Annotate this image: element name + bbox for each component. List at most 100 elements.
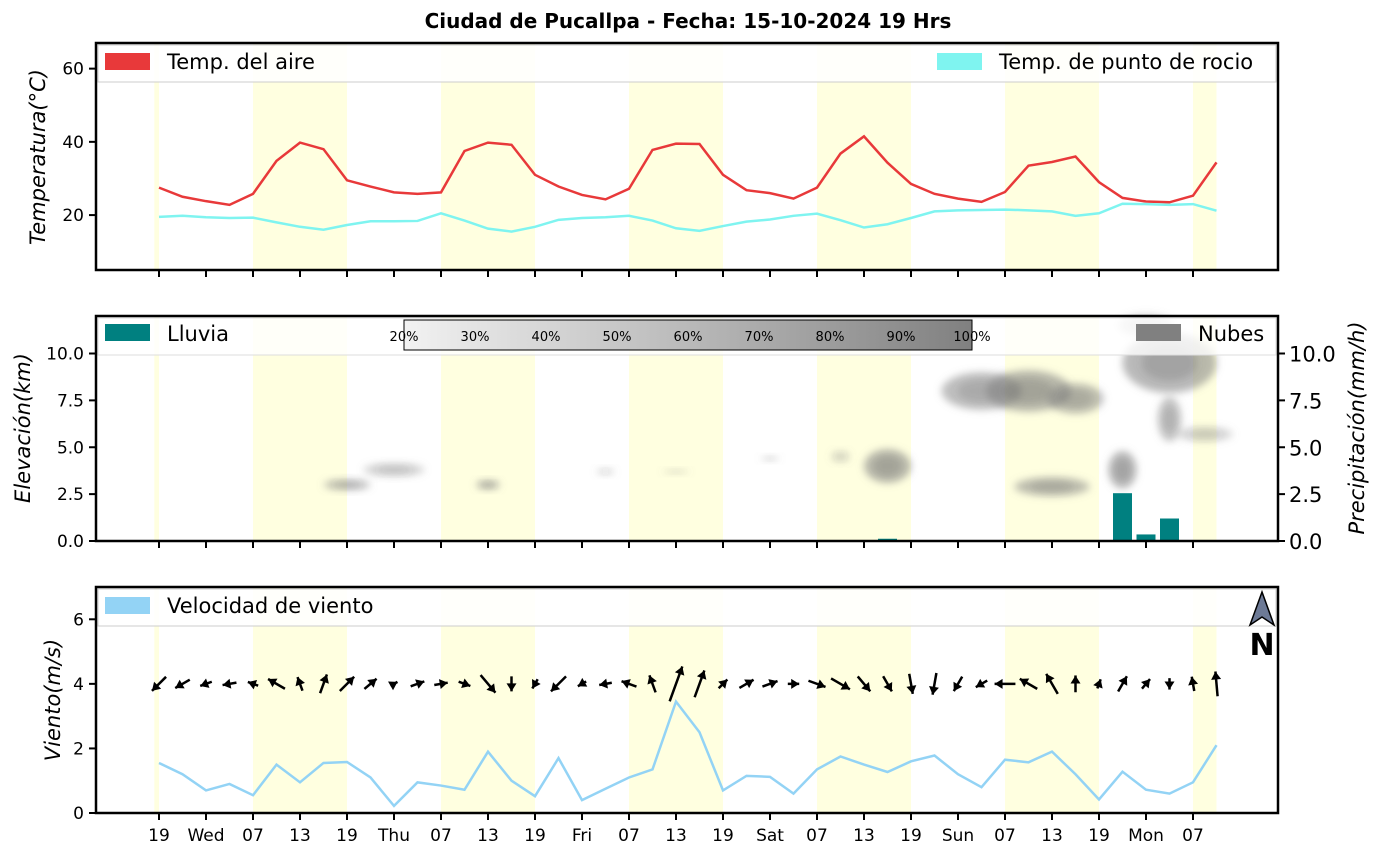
cloud-core — [835, 453, 846, 460]
wind-arrow — [788, 679, 799, 689]
x-tick-label: Fri — [572, 826, 592, 846]
x-tick-label: 13 — [289, 826, 311, 846]
y-tick-label: 6 — [73, 610, 84, 630]
y-tick-label: 4 — [73, 675, 84, 695]
y-tick-label: 7.5 — [57, 391, 84, 411]
wind-arrow — [1118, 676, 1127, 691]
colorbar-label: 60% — [674, 330, 703, 345]
colorbar-label: 40% — [532, 330, 561, 345]
cloud-core — [481, 482, 495, 488]
rain-clouds-panel: Lluvia Nubes 20% 30% 40% 50% 60% 70% 80% 90% 100% 0… — [11, 314, 1369, 554]
wind-arrow — [1141, 679, 1150, 689]
legend-label: Temp. del aire — [166, 50, 315, 74]
wind-panel: Velocidad de viento N 0 2 4 6 Viento(m/s) 19 Wed… — [41, 587, 1278, 846]
x-tick-label: 07 — [1182, 826, 1204, 846]
legend-swatch — [937, 53, 982, 70]
y-axis-label: Viento(m/s) — [41, 639, 65, 761]
chart-title: Ciudad de Pucallpa - Fecha: 15-10-2024 1… — [425, 9, 952, 33]
colorbar-label: 100% — [953, 330, 990, 345]
colorbar-label: 30% — [461, 330, 490, 345]
x-tick-label: 19 — [148, 826, 170, 846]
colorbar-label: 90% — [887, 330, 916, 345]
y-tick-label: 2 — [73, 739, 84, 759]
wind-arrow — [953, 677, 962, 692]
cloud-core — [1029, 481, 1074, 492]
wind-arrow — [200, 679, 212, 688]
cloud-core — [600, 469, 611, 474]
colorbar-label: 20% — [390, 330, 419, 345]
legend-label: Temp. de punto de rocio — [998, 50, 1253, 74]
rain-bar — [1113, 493, 1132, 541]
x-tick-label: Sun — [942, 826, 974, 846]
wind-arrow — [364, 679, 376, 689]
cloud-core — [376, 466, 413, 474]
x-tick-label: 19 — [336, 826, 358, 846]
cloud-core — [333, 481, 361, 488]
y-axis-label: Temperatura(°C) — [26, 69, 50, 245]
legend-swatch — [105, 597, 150, 614]
legend-swatch — [105, 53, 150, 70]
wind-arrow — [739, 679, 753, 688]
colorbar-label: 80% — [816, 330, 845, 345]
legend-label: Velocidad de viento — [167, 594, 373, 618]
legend-swatch — [105, 324, 150, 341]
cloud-core — [1059, 390, 1093, 408]
cloud-core — [1162, 406, 1176, 433]
y-tick-label: 20 — [62, 206, 84, 226]
wind-arrow — [976, 679, 987, 688]
cloud-core — [1114, 459, 1131, 482]
y-tick-label-right: 0.0 — [1289, 530, 1322, 554]
colorbar-label: 70% — [745, 330, 774, 345]
cloud-core — [668, 470, 685, 473]
y-axis-label-right: Precipitación(mm/h) — [1345, 321, 1369, 534]
wind-arrow — [762, 679, 777, 688]
wind-arrow — [411, 679, 425, 688]
x-tick-label: 13 — [853, 826, 875, 846]
cloud-core — [1188, 430, 1222, 439]
cloud-core — [764, 457, 775, 460]
x-tick-label: 19 — [1088, 826, 1110, 846]
x-tick-label: 07 — [430, 826, 452, 846]
y-tick-label: 0 — [73, 804, 84, 824]
x-tick-label: 07 — [618, 826, 640, 846]
x-tick-label: 07 — [806, 826, 828, 846]
wind-arrow — [929, 673, 939, 695]
x-tick-label: 19 — [524, 826, 546, 846]
y-tick-label-right: 10.0 — [1289, 343, 1336, 367]
legend-label: Lluvia — [167, 322, 229, 346]
x-tick-label: 19 — [900, 826, 922, 846]
colorbar-label: 50% — [603, 330, 632, 345]
y-tick-label-right: 7.5 — [1289, 389, 1322, 413]
y-tick-label: 40 — [62, 133, 84, 153]
x-tick-label: Sat — [756, 826, 784, 846]
y-tick-label: 10.0 — [46, 345, 84, 365]
y-tick-label-right: 5.0 — [1289, 436, 1322, 460]
north-label: N — [1249, 628, 1274, 663]
x-tick-label: 07 — [994, 826, 1016, 846]
wind-arrow — [578, 678, 587, 687]
rain-bar — [1160, 519, 1179, 542]
cloud-core — [1003, 379, 1054, 404]
x-tick-label: 07 — [242, 826, 264, 846]
wind-arrow — [551, 676, 566, 691]
x-tick-label: Mon — [1128, 826, 1164, 846]
y-axis-label: Elevación(km) — [11, 353, 35, 503]
x-tick-label: Thu — [377, 826, 410, 846]
cloud-core — [873, 456, 901, 476]
legend-label: Nubes — [1198, 322, 1264, 346]
temperature-panel: Temp. del aire Temp. de punto de rocio 20 4… — [26, 43, 1278, 277]
y-tick-label: 0.0 — [57, 532, 84, 552]
x-tick-label: 19 — [712, 826, 734, 846]
wind-arrow — [1165, 678, 1175, 689]
wind-arrow — [532, 679, 541, 688]
wind-arrow — [175, 680, 190, 689]
x-tick-label: 13 — [477, 826, 499, 846]
wind-arrow — [388, 682, 397, 691]
y-tick-label: 2.5 — [57, 485, 84, 505]
legend-swatch — [1136, 324, 1181, 341]
wind-arrow — [223, 679, 237, 689]
y-tick-label: 60 — [62, 60, 84, 80]
x-tick-label: 13 — [1041, 826, 1063, 846]
x-tick-label: Wed — [187, 826, 224, 846]
